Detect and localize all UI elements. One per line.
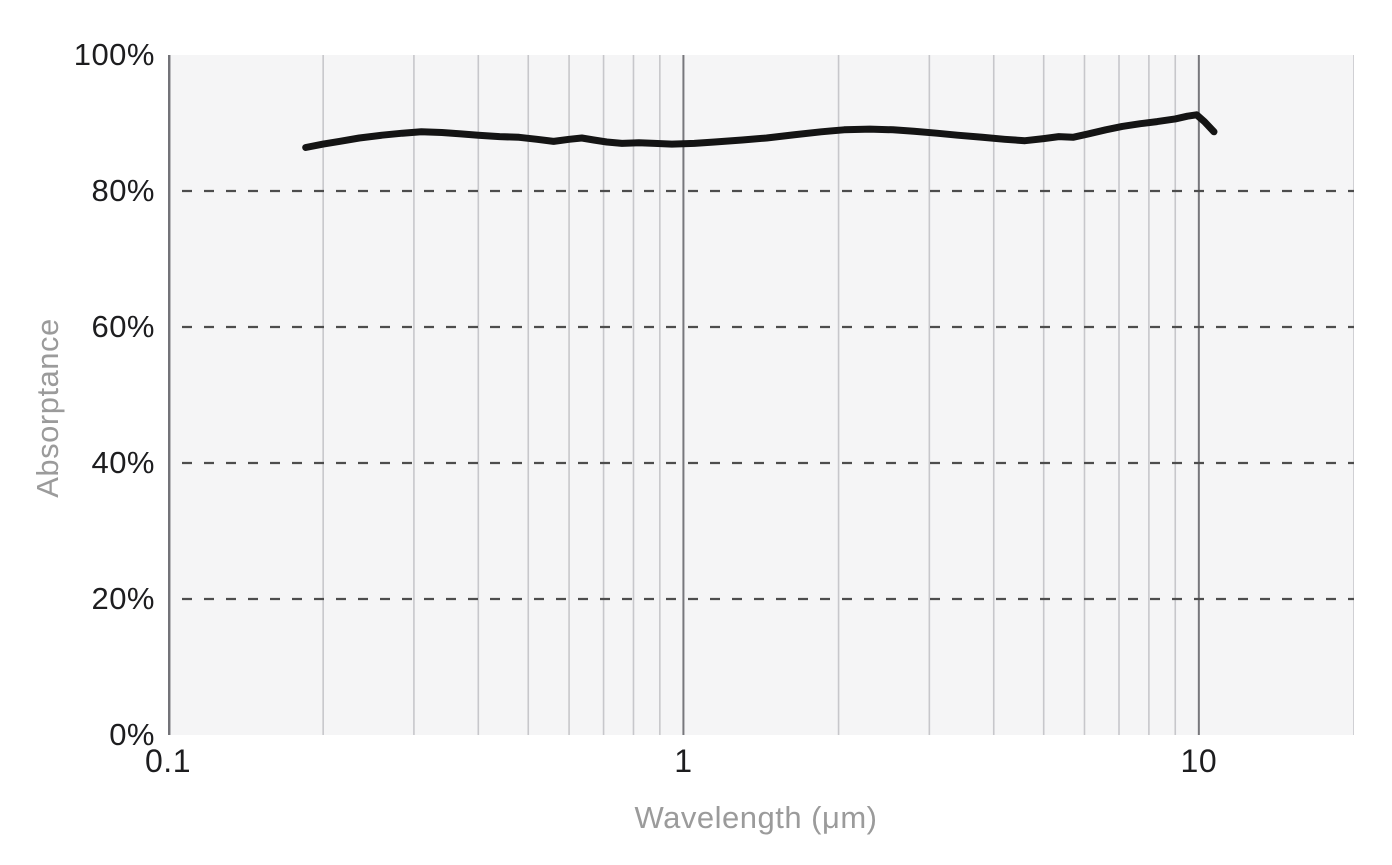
x-axis-title: Wavelength (μm) — [634, 800, 878, 835]
y-tick-label: 100% — [73, 37, 155, 72]
y-tick-label: 40% — [91, 445, 155, 480]
y-tick-label: 60% — [91, 309, 155, 344]
y-tick-label: 20% — [91, 581, 155, 616]
x-tick-label: 0.1 — [145, 743, 191, 779]
y-tick-label: 80% — [91, 173, 155, 208]
x-tick-label: 1 — [674, 743, 693, 779]
series-line-absorptance — [302, 111, 1218, 151]
y-tick-label: 0% — [109, 717, 155, 752]
plot-area — [168, 55, 1354, 735]
x-tick-label: 10 — [1180, 743, 1218, 779]
chart-canvas — [168, 55, 1354, 735]
plot-background — [168, 55, 1354, 735]
